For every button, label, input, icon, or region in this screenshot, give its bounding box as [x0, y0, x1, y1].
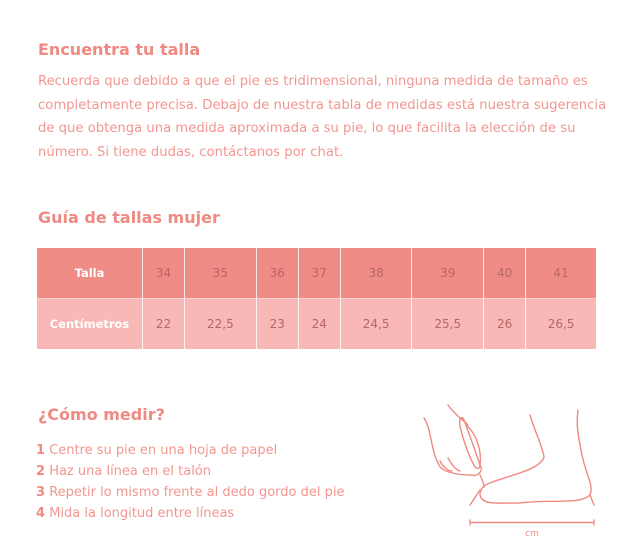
row-label: Talla [37, 248, 143, 299]
cm-cell: 26 [483, 298, 526, 349]
intro-title: Encuentra tu talla [38, 40, 201, 59]
hand-icon [423, 417, 482, 477]
table-row-size: Talla 34 35 36 37 38 39 40 41 [37, 248, 596, 299]
size-cell: 35 [184, 248, 257, 299]
size-cell: 37 [297, 248, 341, 299]
ruler-line [469, 519, 595, 526]
measure-steps: 1 Centre su pie en una hoja de papel 2 H… [36, 440, 344, 524]
size-cell: 36 [255, 248, 299, 299]
size-cell: 40 [483, 248, 526, 299]
size-cell: 38 [339, 248, 412, 299]
size-cell: 41 [525, 248, 596, 299]
row-label: Centímetros [37, 298, 143, 349]
cm-cell: 22,5 [184, 298, 257, 349]
cm-cell: 25,5 [411, 298, 484, 349]
step-item: 4 Mida la longitud entre líneas [36, 506, 235, 521]
table-row-cm: Centímetros 22 22,5 23 24 24,5 25,5 26 2… [37, 298, 596, 349]
step-item: 3 Repetir lo mismo frente al dedo gordo … [36, 485, 345, 500]
measure-title: ¿Cómo medir? [38, 405, 165, 424]
size-cell: 39 [411, 248, 484, 299]
cm-cell: 23 [255, 298, 299, 349]
cm-cell: 24 [297, 298, 341, 349]
cm-label: cm [525, 529, 539, 539]
size-table: Talla 34 35 36 37 38 39 40 41 Centímetro… [37, 248, 596, 349]
cm-cell: 22 [141, 298, 185, 349]
foot-measure-illustration: cm [423, 404, 595, 539]
step-item: 2 Haz una línea en el talón [36, 464, 212, 479]
size-cell: 34 [141, 248, 185, 299]
step-item: 1 Centre su pie en una hoja de papel [36, 443, 278, 458]
pen-icon [459, 417, 481, 470]
intro-text: Recuerda que debido a que el pie es trid… [38, 74, 607, 160]
cm-cell: 26,5 [525, 298, 596, 349]
size-guide-title: Guía de tallas mujer [38, 208, 220, 227]
cm-cell: 24,5 [339, 298, 412, 349]
foot-icon [479, 409, 592, 504]
